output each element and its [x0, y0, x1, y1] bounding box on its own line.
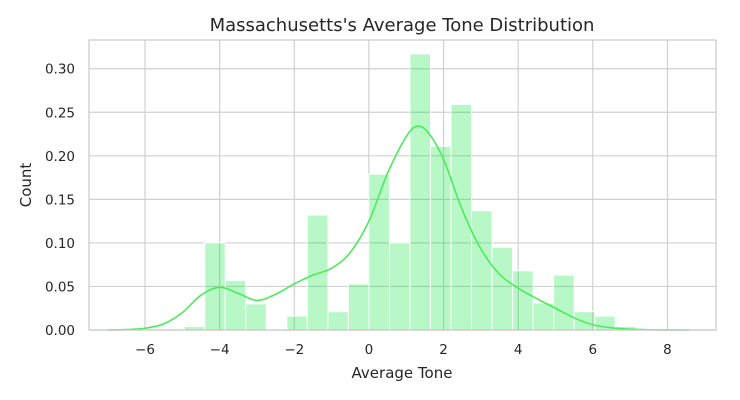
- histogram-bar: [306, 214, 329, 331]
- histogram-bar: [429, 145, 452, 331]
- y-tick-label: 0.20: [45, 149, 75, 165]
- y-tick-label: 0.10: [45, 236, 75, 252]
- histogram-bar: [286, 315, 308, 331]
- histogram-bar: [224, 279, 247, 331]
- histogram-bar: [471, 210, 493, 331]
- chart-title: Massachusetts's Average Tone Distributio…: [210, 15, 595, 36]
- x-axis-label: Average Tone: [352, 364, 453, 382]
- histogram-bars: [183, 53, 637, 331]
- x-tick-label: 6: [589, 342, 598, 358]
- x-tick-label: 4: [514, 342, 523, 358]
- histogram-bar: [204, 242, 226, 331]
- histogram-bar: [368, 173, 390, 331]
- y-tick-label: 0.30: [45, 62, 75, 78]
- histogram-bar: [245, 303, 267, 331]
- x-tick-label: −2: [284, 342, 304, 358]
- y-tick-labels: 0.00 0.05 0.10 0.15 0.20 0.25 0.30: [45, 62, 75, 339]
- y-axis-label: Count: [17, 163, 35, 208]
- y-tick-label: 0.25: [45, 105, 75, 121]
- kde-curve: [107, 125, 690, 331]
- histogram-bar: [388, 242, 411, 331]
- x-tick-label: −6: [135, 342, 155, 358]
- y-tick-label: 0.05: [45, 279, 75, 295]
- histogram-bar: [532, 302, 555, 331]
- grid: [89, 40, 716, 331]
- histogram-bar: [491, 246, 514, 331]
- x-tick-labels: −6 −4 −2 0 2 4 6 8: [135, 342, 672, 358]
- histogram-bar: [327, 311, 349, 331]
- x-tick-label: 8: [663, 342, 672, 358]
- x-tick-label: −4: [210, 342, 230, 358]
- y-tick-label: 0.00: [45, 323, 75, 339]
- y-tick-label: 0.15: [45, 192, 75, 208]
- histogram-bar: [573, 311, 596, 331]
- x-tick-label: 0: [365, 342, 374, 358]
- histogram-bar: [450, 103, 473, 331]
- plot-frame: [88, 39, 717, 331]
- histogram-bar: [553, 274, 575, 331]
- histogram-bar: [512, 270, 534, 331]
- x-tick-label: 2: [439, 342, 448, 358]
- histogram-bar: [409, 53, 431, 331]
- histogram-bar: [347, 283, 370, 331]
